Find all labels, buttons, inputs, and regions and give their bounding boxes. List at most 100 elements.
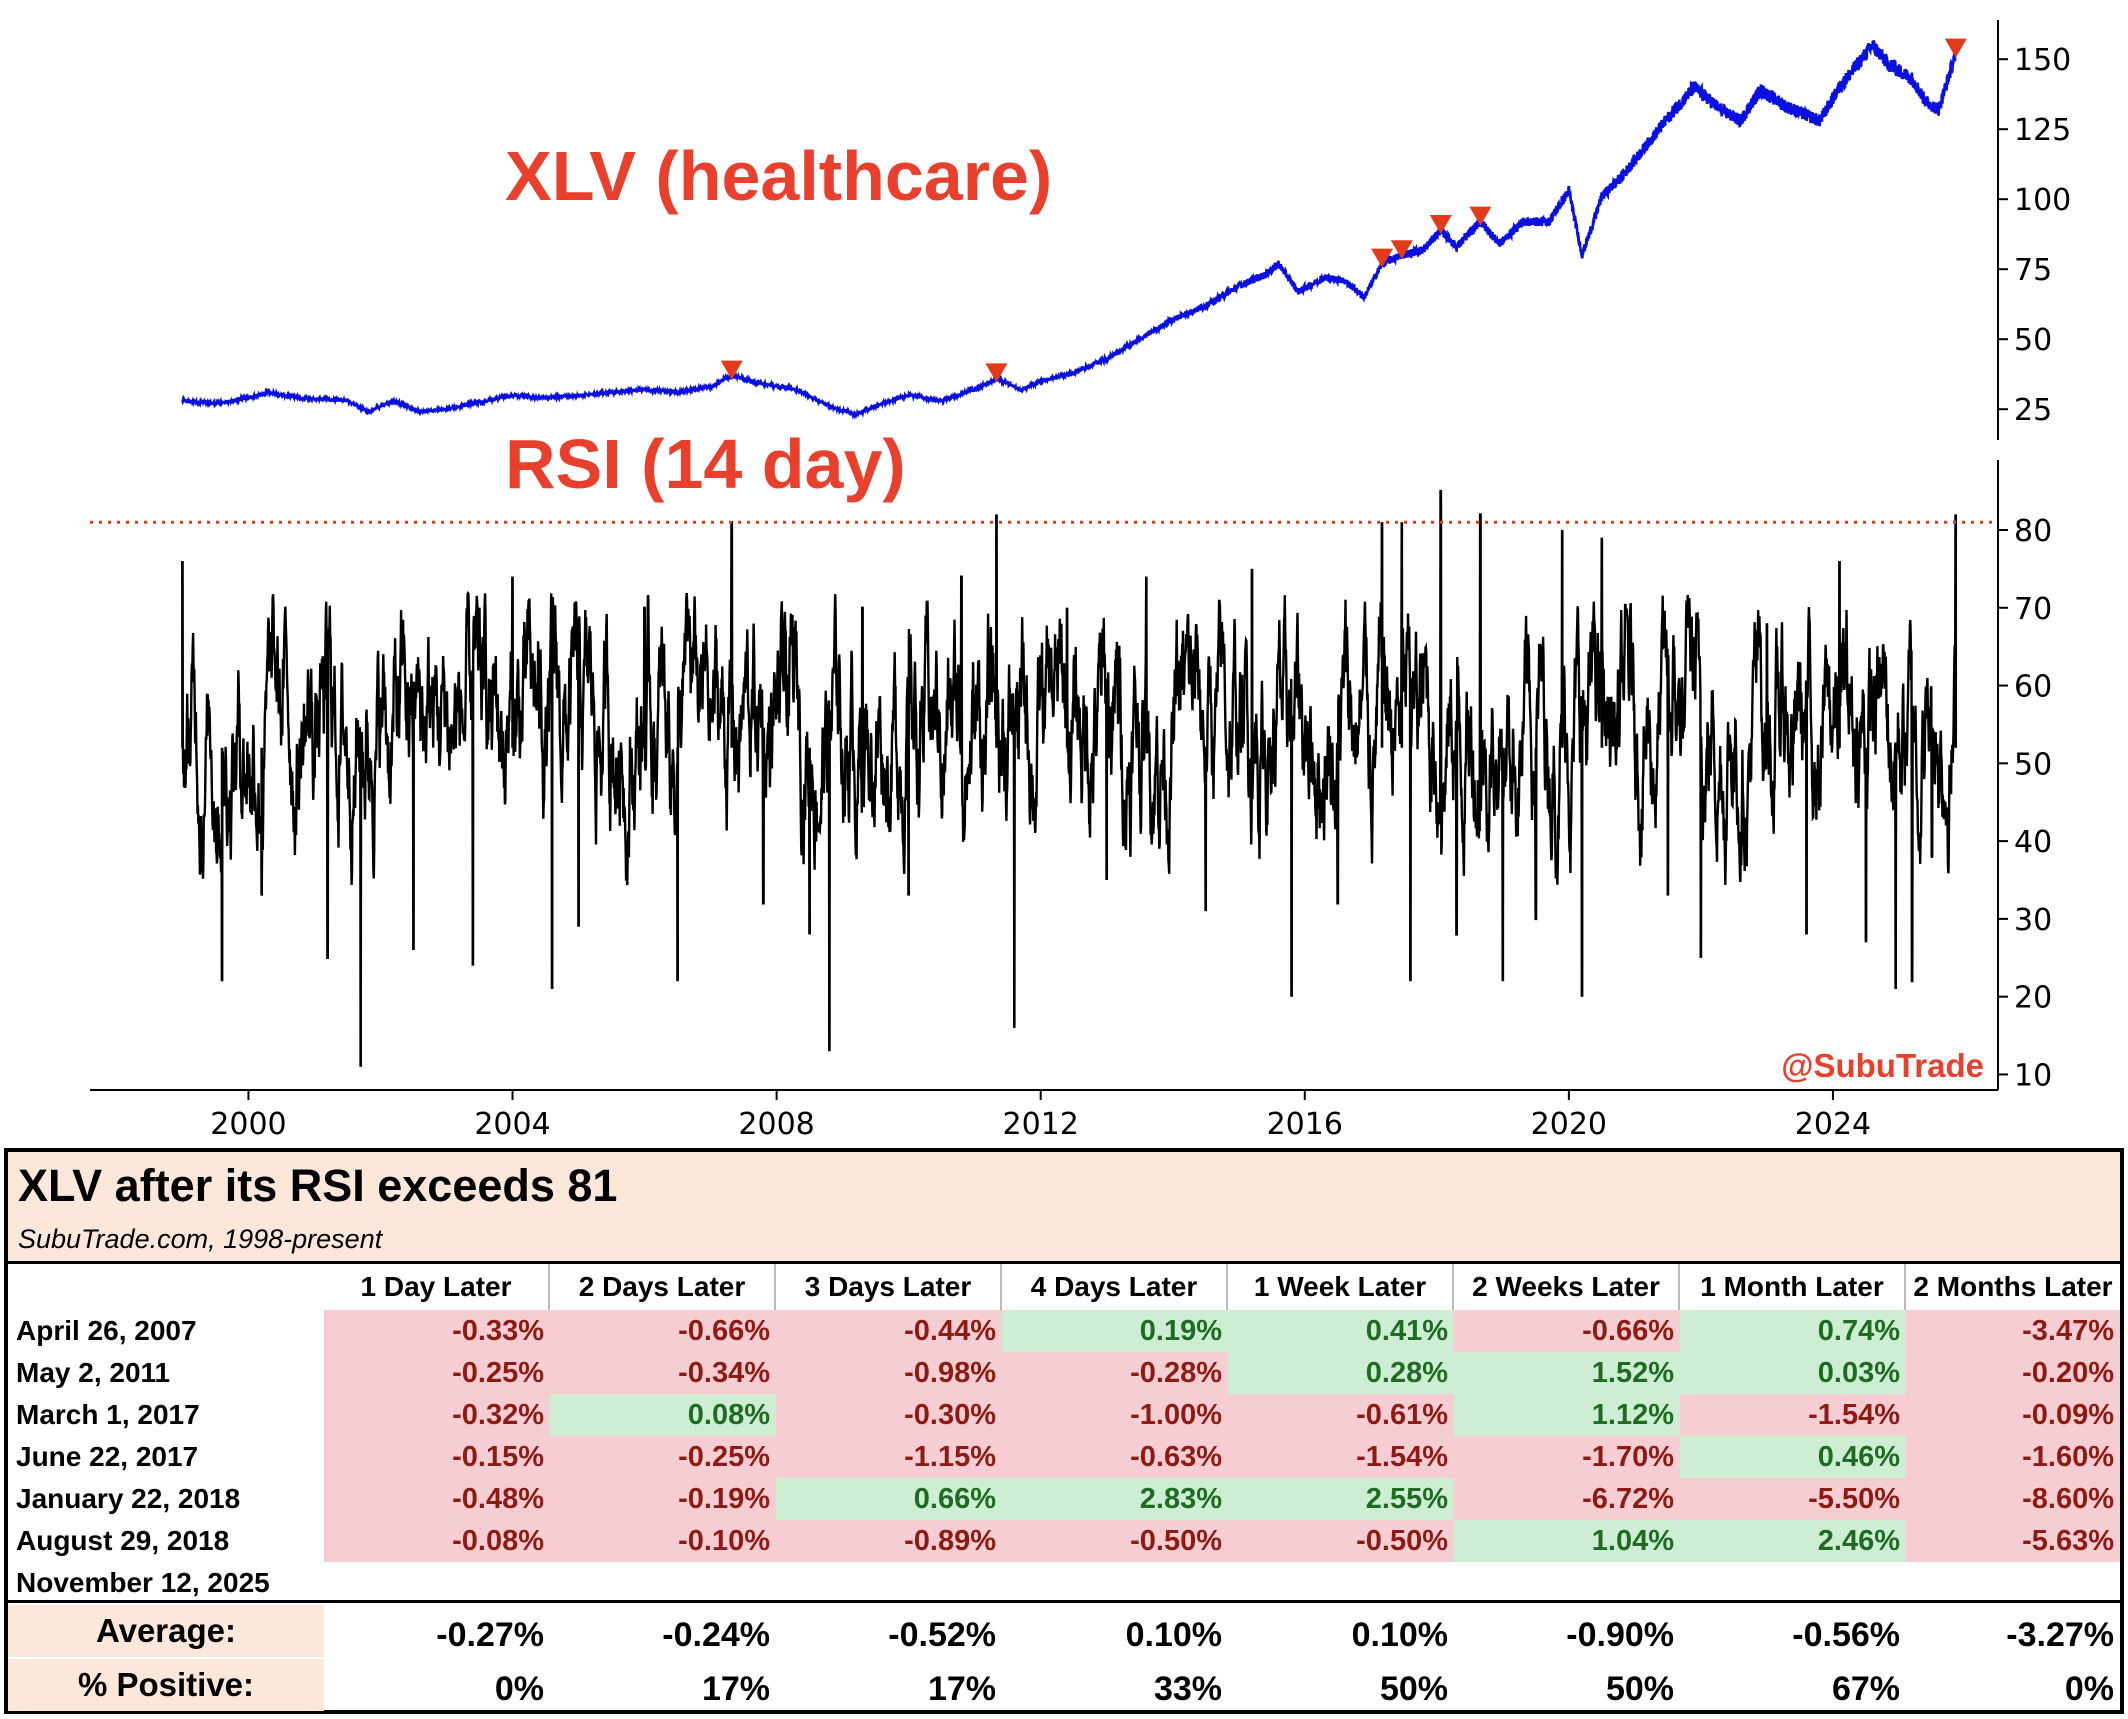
x-tick-label: 2004 [474,1107,550,1142]
rsi-panel: 10 20 30 40 50 60 70 80 [90,460,2052,1093]
table-summary: Average: -0.27% -0.24% -0.52% 0.10% 0.10% -0.9… [8,1600,2120,1711]
return-cell: 0.41% [1228,1310,1454,1352]
rsi-y-tick-label: 70 [2014,592,2052,627]
column-header: 1 Week Later [1228,1264,1454,1310]
summary-cell: 67% [1831,1670,1900,1708]
summary-cell: 17% [927,1670,996,1708]
return-cell: 2.55% [1228,1478,1454,1520]
signal-marker [1371,248,1394,268]
return-cell: -0.66% [550,1310,776,1352]
return-cell: -0.33% [324,1310,550,1352]
table-header: XLV after its RSI exceeds 81 SubuTrade.c… [8,1152,2120,1264]
return-cell: 2.83% [1002,1478,1228,1520]
row-date: January 22, 2018 [16,1483,241,1514]
return-cell: -0.19% [550,1478,776,1520]
return-cell: 0.46% [1680,1436,1906,1478]
return-cell: 0.28% [1228,1352,1454,1394]
rsi-series-line [181,489,1957,1067]
signal-marker [1469,206,1492,226]
return-cell: -0.28% [1002,1352,1228,1394]
price-y-tick-label: 100 [2014,183,2071,218]
signal-marker [985,363,1008,383]
summary-cell: 17% [701,1670,770,1708]
summary-cell: 0% [494,1670,544,1708]
return-cell: -0.89% [776,1520,1002,1562]
x-axis: 2000 2004 2008 2012 2016 2020 2024 [90,1089,1998,1142]
return-cell: -0.50% [1228,1520,1454,1562]
return-cell: 0.03% [1680,1352,1906,1394]
return-cell: 0.74% [1680,1310,1906,1352]
rsi-y-tick-label: 80 [2014,514,2052,549]
results-table: XLV after its RSI exceeds 81 SubuTrade.c… [4,1148,2124,1714]
signal-marker [1390,240,1413,260]
table-row: August 29, 2018 -0.08% -0.10% -0.89% -0.50% -… [8,1520,2120,1562]
column-header: 2 Months Later [1913,1271,2113,1302]
rsi-y-tick-label: 10 [2014,1058,2052,1093]
summary-cell: 50% [1605,1670,1674,1708]
summary-cell: -0.27% [436,1616,544,1654]
signal-marker [1429,215,1452,234]
return-cell: 1.12% [1454,1394,1680,1436]
rsi-chart-title: RSI (14 day) [505,425,906,503]
column-header: 4 Days Later [1002,1264,1228,1310]
chart-area: 25 50 75 100 125 150 10 20 30 40 50 60 70 80 2000 200… [90,20,2071,1142]
summary-cell: -0.90% [1566,1616,1674,1654]
x-tick-label: 2020 [1531,1107,1607,1142]
return-cell: -5.63% [1906,1520,2120,1562]
summary-cell: 0% [2064,1670,2114,1708]
summary-cell: 50% [1379,1670,1448,1708]
rsi-y-tick-label: 20 [2014,981,2052,1016]
rsi-y-tick-label: 60 [2014,670,2052,705]
price-y-tick-label: 75 [2014,253,2052,288]
return-cell: -0.61% [1228,1394,1454,1436]
x-tick-label: 2024 [1795,1107,1871,1142]
return-cell: -0.30% [776,1394,1002,1436]
summary-cell: -0.56% [1792,1616,1900,1654]
return-cell: 1.52% [1454,1352,1680,1394]
return-cell: 0.66% [776,1478,1002,1520]
return-cell: -0.15% [324,1436,550,1478]
return-cell: -0.25% [550,1436,776,1478]
rsi-y-tick-label: 50 [2014,747,2052,782]
rsi-y-tick-label: 30 [2014,903,2052,938]
return-cell: -0.34% [550,1352,776,1394]
price-panel: 25 50 75 100 125 150 [181,20,2071,440]
return-cell: 0.19% [1002,1310,1228,1352]
return-cell: -0.20% [1906,1352,2120,1394]
x-tick-label: 2016 [1267,1107,1343,1142]
column-header: 2 Days Later [550,1264,776,1310]
return-cell: 2.46% [1680,1520,1906,1562]
return-cell: -0.48% [324,1478,550,1520]
return-cell: -0.44% [776,1310,1002,1352]
table-column-headers: 1 Day Later 2 Days Later 3 Days Later 4 Day… [8,1264,2120,1310]
return-cell: -0.08% [324,1520,550,1562]
watermark: @SubuTrade [1781,1047,1984,1084]
row-date: November 12, 2025 [16,1567,270,1598]
return-cell: -5.50% [1680,1478,1906,1520]
return-cell: -0.25% [324,1352,550,1394]
return-cell: -6.72% [1454,1478,1680,1520]
table-title: XLV after its RSI exceeds 81 [18,1160,618,1211]
rsi-y-tick-label: 40 [2014,825,2052,860]
summary-label: % Positive: [8,1659,324,1711]
price-series-line [181,39,1957,420]
return-cell: -8.60% [1906,1478,2120,1520]
return-cell: -1.00% [1002,1394,1228,1436]
table-row: March 1, 2017 -0.32% 0.08% -0.30% -1.00% -0.6… [8,1394,2120,1436]
return-cell: -0.09% [1906,1394,2120,1436]
return-cell: -1.60% [1906,1436,2120,1478]
return-cell: -1.54% [1228,1436,1454,1478]
table-row: January 22, 2018 -0.48% -0.19% 0.66% 2.83% 2.… [8,1478,2120,1520]
price-y-tick-label: 125 [2014,113,2071,148]
column-header: 3 Days Later [776,1264,1002,1310]
summary-cell: 33% [1153,1670,1222,1708]
signal-marker [1944,38,1967,58]
x-tick-label: 2000 [210,1107,286,1142]
return-cell: -1.70% [1454,1436,1680,1478]
table-row: April 26, 2007 -0.33% -0.66% -0.44% 0.19% 0.4… [8,1310,2120,1352]
x-tick-label: 2008 [738,1107,814,1142]
price-y-tick-label: 25 [2014,393,2052,428]
price-y-tick-label: 150 [2014,43,2071,78]
table-row: June 22, 2017 -0.15% -0.25% -1.15% -0.63% -1.… [8,1436,2120,1478]
return-cell: -0.98% [776,1352,1002,1394]
